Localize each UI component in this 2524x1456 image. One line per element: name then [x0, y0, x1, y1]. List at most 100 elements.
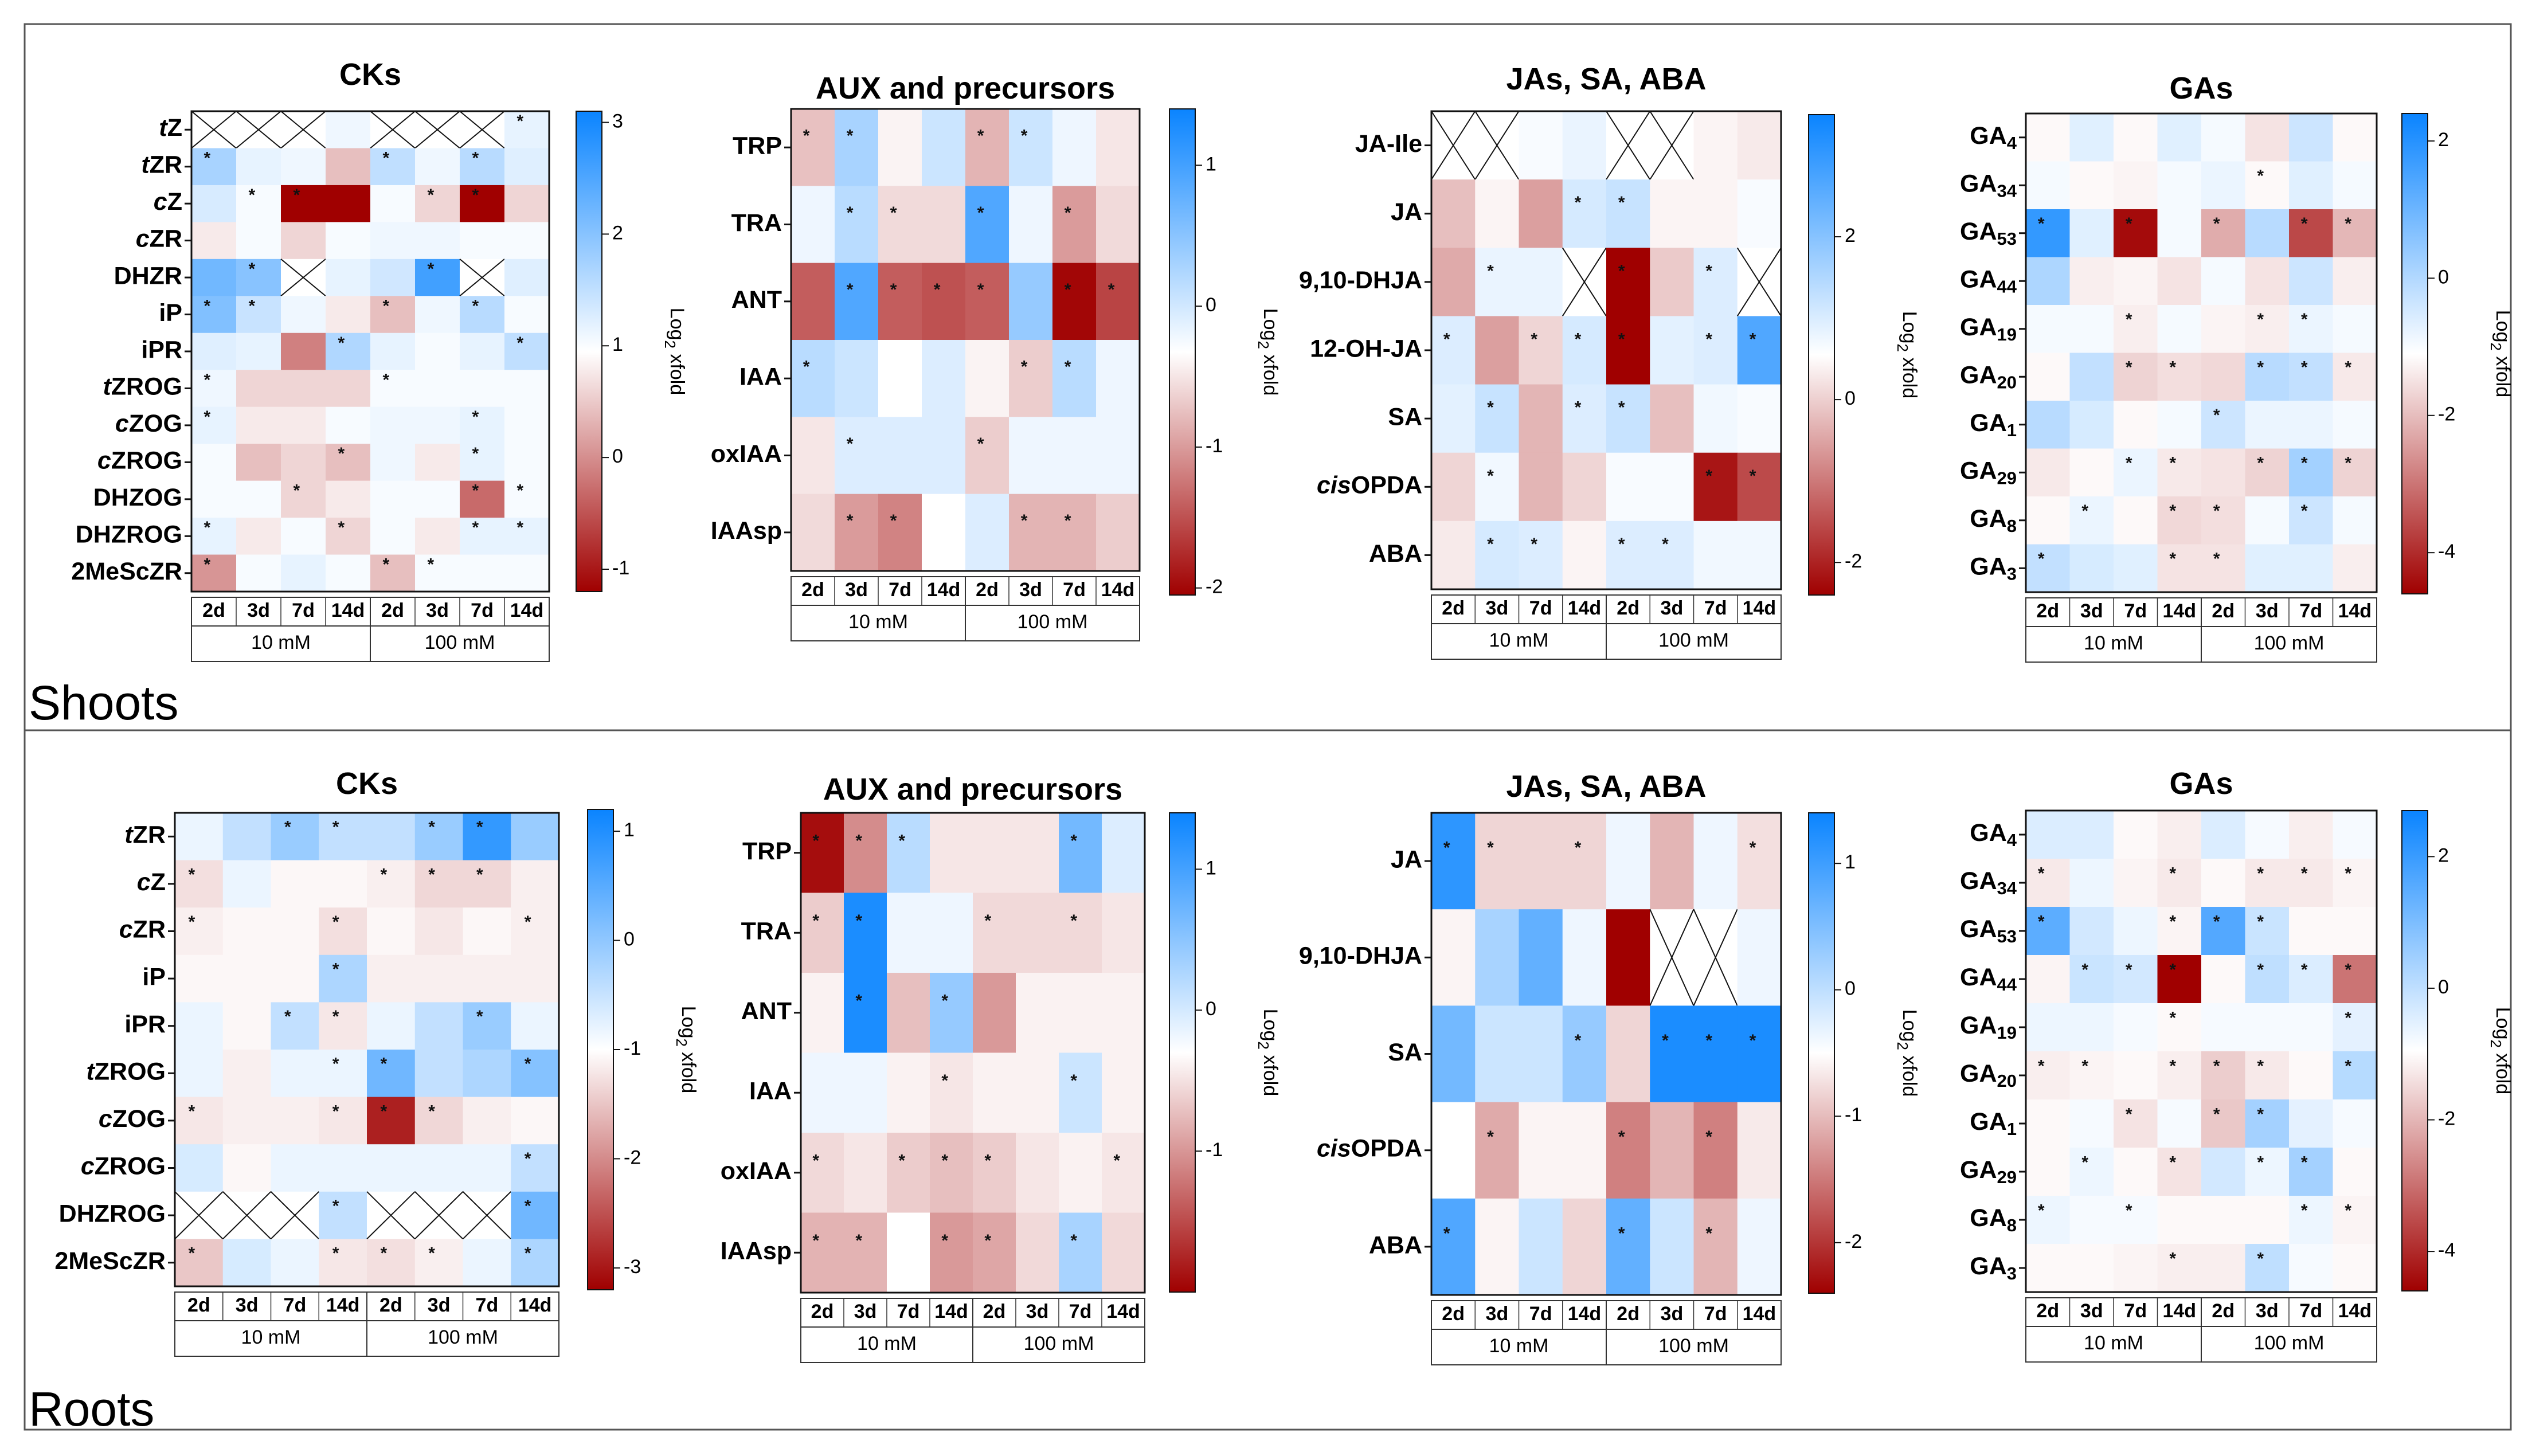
row-label: ABA	[1369, 1231, 1422, 1259]
significance-marker: *	[248, 296, 255, 315]
heatmap-cell	[271, 1239, 319, 1287]
row-label: JA	[1391, 846, 1422, 873]
heatmap-cell	[370, 406, 416, 444]
heatmap-cell	[965, 186, 1009, 264]
missing-cross	[414, 1191, 464, 1240]
colorbar-tick-label: 1	[1206, 153, 1216, 175]
heatmap-cell	[175, 954, 224, 1003]
heatmap-cell	[965, 494, 1009, 572]
heatmap-cell	[2114, 1099, 2158, 1148]
heatmap-cell	[463, 1144, 511, 1192]
missing-cross	[459, 111, 505, 149]
significance-marker: *	[382, 370, 389, 389]
heatmap-cell	[236, 480, 281, 518]
heatmap-cell	[2201, 496, 2245, 545]
significance-marker: *	[332, 1102, 339, 1121]
significance-marker: *	[2169, 454, 2176, 473]
heatmap-cell	[1737, 316, 1782, 385]
heatmap-cell	[1059, 1052, 1102, 1133]
significance-marker: *	[2169, 502, 2176, 520]
heatmap-cell	[1475, 909, 1519, 1006]
heatmap-cell	[222, 1144, 271, 1192]
significance-marker: *	[2213, 406, 2220, 425]
heatmap-cell	[511, 1050, 559, 1098]
heatmap-cell	[511, 813, 559, 861]
heatmap-cell	[460, 222, 505, 260]
heatmap-cell	[367, 813, 416, 861]
heatmap-cell	[973, 1052, 1016, 1133]
heatmap-cell	[922, 186, 966, 264]
heatmap-cell	[930, 1212, 973, 1293]
row-label: IAAsp	[721, 1238, 792, 1265]
heatmap-cell	[222, 813, 271, 861]
heatmap-cell	[281, 518, 326, 555]
heatmap-cell	[791, 263, 835, 340]
heatmap-cell	[2333, 161, 2377, 210]
heatmap-frame	[2025, 112, 2378, 593]
heatmap-cell	[370, 148, 416, 186]
heatmap-cell	[2026, 1244, 2070, 1293]
column-label: 3d	[845, 579, 868, 601]
significance-marker: *	[2169, 358, 2176, 377]
colorbar	[1808, 812, 1835, 1294]
significance-marker: *	[2169, 1249, 2176, 1268]
heatmap-cell	[1009, 186, 1053, 264]
heatmap-cell	[2114, 209, 2158, 257]
heatmap-cell	[326, 111, 371, 148]
missing-cross	[1474, 111, 1520, 180]
significance-marker: *	[428, 818, 435, 837]
significance-marker: *	[284, 818, 291, 837]
heatmap-cell	[2333, 113, 2377, 162]
row-label: iP	[159, 299, 182, 327]
heatmap-cell	[2114, 401, 2158, 449]
column-label: 14d	[934, 1301, 968, 1322]
column-label: 7d	[1704, 1303, 1727, 1325]
colorbar-tick-label: 1	[612, 334, 623, 355]
significance-marker: *	[204, 555, 210, 574]
colorbar-label: Log2 xfold	[2487, 310, 2514, 397]
heatmap-cell	[191, 296, 237, 334]
significance-marker: *	[803, 357, 810, 376]
heatmap-cell	[191, 148, 237, 186]
significance-marker: *	[1443, 839, 1450, 858]
column-label: 7d	[471, 600, 494, 621]
heatmap-cell	[2114, 859, 2158, 907]
significance-marker: *	[1531, 535, 1537, 554]
heatmap-cell	[2289, 907, 2333, 956]
heatmap-cell	[460, 480, 505, 518]
significance-marker: *	[1705, 1031, 1712, 1050]
significance-marker: *	[1575, 330, 1582, 349]
heatmap-cell	[2114, 1051, 2158, 1100]
heatmap-cell	[922, 417, 966, 495]
group-label: 100 mM	[1024, 1333, 1094, 1355]
heatmap-cell	[1562, 520, 1607, 590]
significance-marker: *	[332, 1244, 339, 1263]
significance-marker: *	[2126, 358, 2132, 377]
significance-marker: *	[525, 1196, 531, 1215]
heatmap-cell	[2333, 448, 2377, 497]
colorbar-tick-label: -2	[1845, 1231, 1862, 1253]
heatmap-cell	[2201, 907, 2245, 956]
significance-marker: *	[941, 992, 948, 1011]
significance-marker: *	[2213, 502, 2220, 520]
row-label: 2MeScZR	[54, 1247, 166, 1275]
colorbar-tick-label: 1	[624, 819, 635, 841]
heatmap-cell	[2069, 1003, 2114, 1052]
colorbar-label: Log2 xfold	[1255, 308, 1281, 396]
colorbar-tick-label: 0	[1845, 388, 1856, 409]
significance-marker: *	[847, 203, 854, 222]
row-label: iPR	[141, 336, 182, 363]
heatmap-cell	[930, 813, 973, 893]
column-label: 3d	[1661, 1303, 1684, 1325]
heatmap-cell	[1737, 179, 1782, 248]
heatmap-cell	[326, 185, 371, 222]
missing-cross	[222, 1191, 272, 1240]
heatmap-cell	[175, 860, 224, 908]
heatmap-cell	[222, 954, 271, 1003]
group-label: 100 mM	[2254, 1332, 2325, 1354]
row-label: DHZOG	[93, 484, 182, 511]
colorbar-tick-label: 0	[612, 445, 623, 467]
heatmap-cell	[2245, 305, 2290, 353]
significance-marker: *	[1705, 1128, 1712, 1146]
missing-cross	[1649, 111, 1695, 180]
